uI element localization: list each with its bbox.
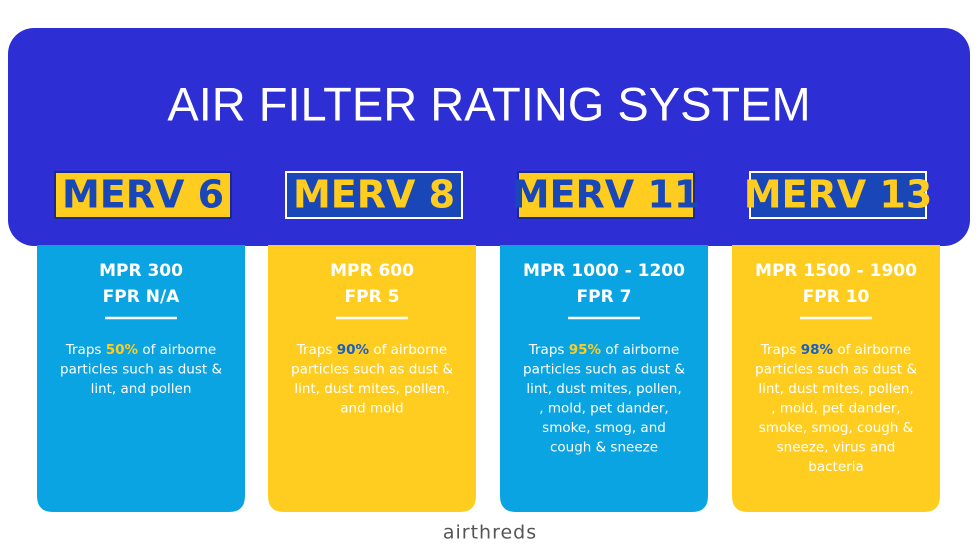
mpr: MPR 300 (99, 261, 183, 281)
description-line: particles such as dust & (755, 362, 917, 378)
card (37, 245, 245, 512)
fpr: FPR 7 (577, 287, 632, 307)
description-line: lint, dust mites, pollen, (526, 381, 681, 397)
merv-label: MERV 6 (62, 173, 224, 217)
lead: Traps (760, 342, 797, 358)
percent: 50% (106, 342, 139, 358)
fpr: FPR 5 (345, 287, 400, 307)
card (268, 245, 476, 512)
description-line: lint, dust mites, pollen, (758, 381, 913, 397)
mpr: MPR 1500 - 1900 (755, 261, 917, 281)
merv-label: MERV 8 (293, 173, 455, 217)
description-text: of airborne (373, 342, 447, 358)
mpr: MPR 1000 - 1200 (523, 261, 685, 281)
description-line: particles such as dust & (291, 362, 453, 378)
lead: Traps (296, 342, 333, 358)
description-line: sneeze, virus and (777, 440, 896, 456)
description-line: particles such as dust & (523, 362, 685, 378)
card (500, 245, 708, 512)
merv-badge (285, 171, 463, 219)
description-line: , mold, pet dander, (539, 401, 668, 417)
percent: 90% (337, 342, 370, 358)
description-line: Traps 98% of airborne (760, 342, 912, 358)
description-line: Traps 90% of airborne (296, 342, 448, 358)
description-line: bacteria (808, 459, 863, 475)
description-line: lint, and pollen (91, 381, 192, 397)
merv-badge (749, 171, 927, 219)
merv-badge (517, 171, 695, 219)
lead: Traps (528, 342, 565, 358)
description-text: of airborne (837, 342, 911, 358)
banner (8, 28, 970, 246)
merv-label: MERV 13 (744, 173, 933, 217)
fpr: FPR 10 (803, 287, 870, 307)
card (732, 245, 940, 512)
description-line: Traps 95% of airborne (528, 342, 680, 358)
description-text: of airborne (605, 342, 679, 358)
fpr: FPR N/A (103, 287, 181, 307)
description-line: smoke, smog, and (542, 420, 666, 436)
lead: Traps (65, 342, 102, 358)
description-text: of airborne (142, 342, 216, 358)
percent: 98% (801, 342, 834, 358)
description-line: cough & sneeze (550, 440, 658, 456)
description-line: Traps 50% of airborne (65, 342, 217, 358)
merv-label: MERV 11 (512, 173, 701, 217)
description-line: particles such as dust & (60, 362, 222, 378)
mpr: MPR 600 (330, 261, 414, 281)
logo: airthreds (443, 522, 537, 544)
description-line: and mold (340, 401, 403, 417)
description-line: lint, dust mites, pollen, (294, 381, 449, 397)
merv-badge (54, 171, 232, 219)
description-line: smoke, smog, cough & (759, 420, 914, 436)
percent: 95% (569, 342, 602, 358)
description-line: , mold, pet dander, (771, 401, 900, 417)
title: AIR FILTER RATING SYSTEM (167, 77, 810, 130)
